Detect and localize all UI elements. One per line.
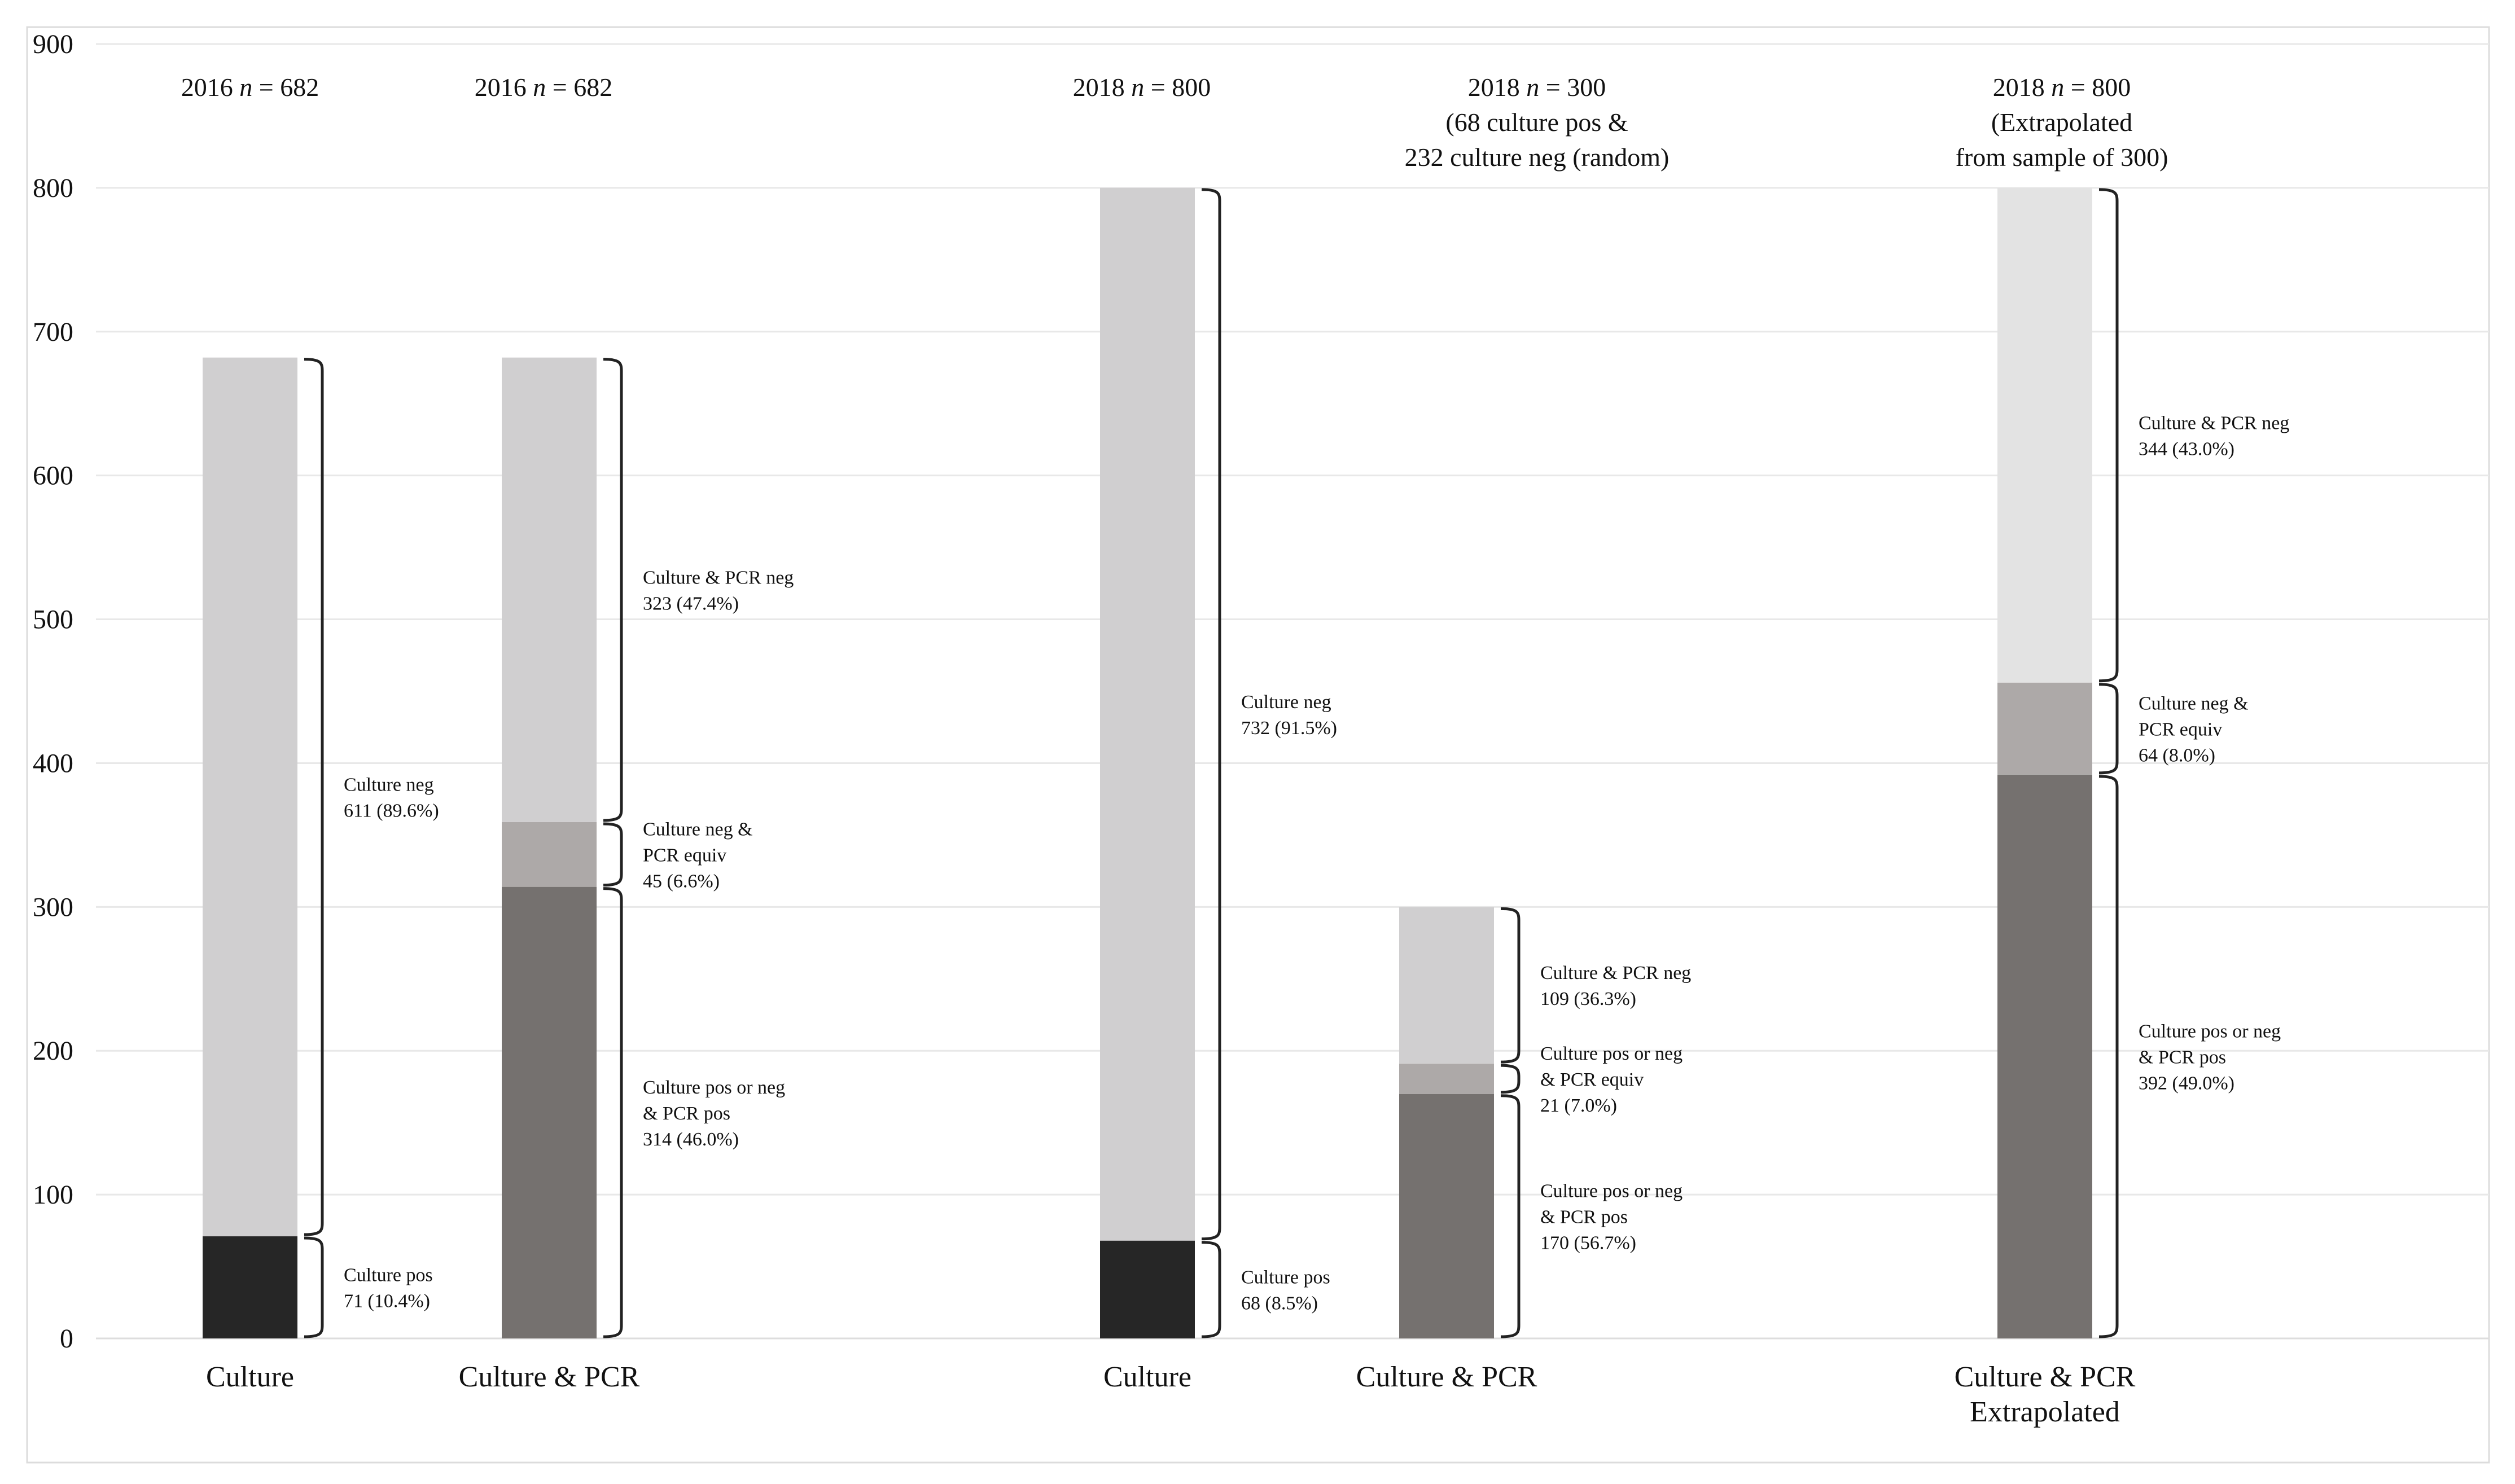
bar-segment (1997, 774, 2092, 1338)
segment-label: Culture neg (344, 774, 434, 795)
segment-brace (304, 1236, 324, 1338)
segment-brace (603, 822, 623, 887)
bar-segment (502, 357, 597, 822)
bar-header: 2016 n = 682 (181, 73, 319, 102)
y-tick-label: 500 (33, 605, 73, 635)
segment-label: 64 (8.0%) (2139, 745, 2215, 766)
segment-label: & PCR equiv (1540, 1069, 1644, 1090)
segment-label: Culture neg (1241, 692, 1331, 713)
segment-label: & PCR pos (643, 1103, 730, 1124)
y-tick-label: 300 (33, 892, 73, 922)
segment-label: PCR equiv (2139, 719, 2222, 740)
chart-frame (26, 26, 2490, 1464)
bar-header: from sample of 300) (1956, 143, 2168, 172)
bar-header: 232 culture neg (random) (1405, 143, 1670, 172)
bar-header: 2018 n = 800 (1073, 73, 1211, 102)
category-label: Culture & PCR (459, 1361, 640, 1393)
bar-segment (1997, 682, 2092, 775)
category-label: Culture (1103, 1361, 1191, 1393)
category-label-line2: Extrapolated (1970, 1396, 2120, 1428)
segment-brace (1500, 1064, 1521, 1094)
segment-brace (2098, 188, 2119, 683)
segment-label: Culture pos or neg (643, 1077, 785, 1098)
segment-label: 732 (91.5%) (1241, 718, 1337, 739)
bar-segment (1100, 1240, 1195, 1338)
segment-label: 323 (47.4%) (643, 593, 739, 614)
segment-label: & PCR pos (2139, 1047, 2226, 1068)
segment-label: Culture neg & (2139, 693, 2249, 714)
segment-brace (1201, 188, 1221, 1241)
bar-segment (1399, 1064, 1494, 1094)
bar-segment (203, 1236, 297, 1338)
bar-segment (1100, 187, 1195, 1241)
segment-label: 392 (49.0%) (2139, 1073, 2234, 1094)
segment-brace (1201, 1241, 1221, 1338)
y-tick-label: 800 (33, 173, 73, 203)
y-tick-label: 0 (60, 1324, 73, 1354)
segment-label: & PCR pos (1540, 1206, 1628, 1227)
y-tick-label: 900 (33, 29, 73, 59)
bar-segment (502, 822, 597, 887)
segment-brace (2098, 775, 2119, 1338)
segment-label: Culture pos (344, 1265, 433, 1286)
segment-label: Culture pos or neg (2139, 1021, 2281, 1042)
y-tick-label: 400 (33, 748, 73, 778)
bar-header: (68 culture pos & (1445, 108, 1628, 137)
segment-brace (304, 358, 324, 1236)
segment-brace (603, 358, 623, 822)
segment-label: 45 (6.6%) (643, 871, 720, 892)
segment-label: Culture & PCR neg (2139, 412, 2289, 433)
segment-label: 109 (36.3%) (1540, 989, 1636, 1009)
y-tick-label: 600 (33, 461, 73, 491)
bar-header: (Extrapolated (1991, 108, 2132, 137)
bar-header: 2018 n = 800 (1993, 73, 2131, 102)
bar-segment (502, 886, 597, 1338)
y-tick-label: 200 (33, 1036, 73, 1066)
category-label: Culture & PCR (1356, 1361, 1537, 1393)
bar-segment (1997, 187, 2092, 683)
segment-label: 68 (8.5%) (1241, 1293, 1318, 1314)
segment-label: 314 (46.0%) (643, 1129, 739, 1150)
y-tick-label: 700 (33, 317, 73, 347)
segment-label: 344 (43.0%) (2139, 438, 2234, 459)
segment-label: Culture pos or neg (1540, 1043, 1682, 1064)
segment-label: 71 (10.4%) (344, 1291, 430, 1312)
segment-brace (603, 887, 623, 1338)
segment-label: PCR equiv (643, 845, 726, 866)
bar-segment (1399, 907, 1494, 1064)
segment-brace (2098, 683, 2119, 775)
segment-label: Culture pos (1241, 1267, 1330, 1288)
bar-segment (203, 357, 297, 1237)
segment-label: Culture & PCR neg (643, 567, 794, 588)
bar-segment (1399, 1094, 1494, 1338)
segment-label: Culture neg & (643, 819, 753, 840)
segment-brace (1500, 1094, 1521, 1338)
segment-label: 21 (7.0%) (1540, 1095, 1617, 1116)
segment-label: Culture pos or neg (1540, 1180, 1682, 1201)
segment-label: 170 (56.7%) (1540, 1232, 1636, 1253)
segment-brace (1500, 907, 1521, 1064)
segment-label: Culture & PCR neg (1540, 963, 1691, 984)
bar-header: 2018 n = 300 (1468, 73, 1606, 102)
y-tick-label: 100 (33, 1180, 73, 1210)
category-label: Culture (206, 1361, 294, 1393)
segment-label: 611 (89.6%) (344, 800, 439, 821)
category-label: Culture & PCR (1955, 1361, 2136, 1393)
bar-header: 2016 n = 682 (475, 73, 612, 102)
